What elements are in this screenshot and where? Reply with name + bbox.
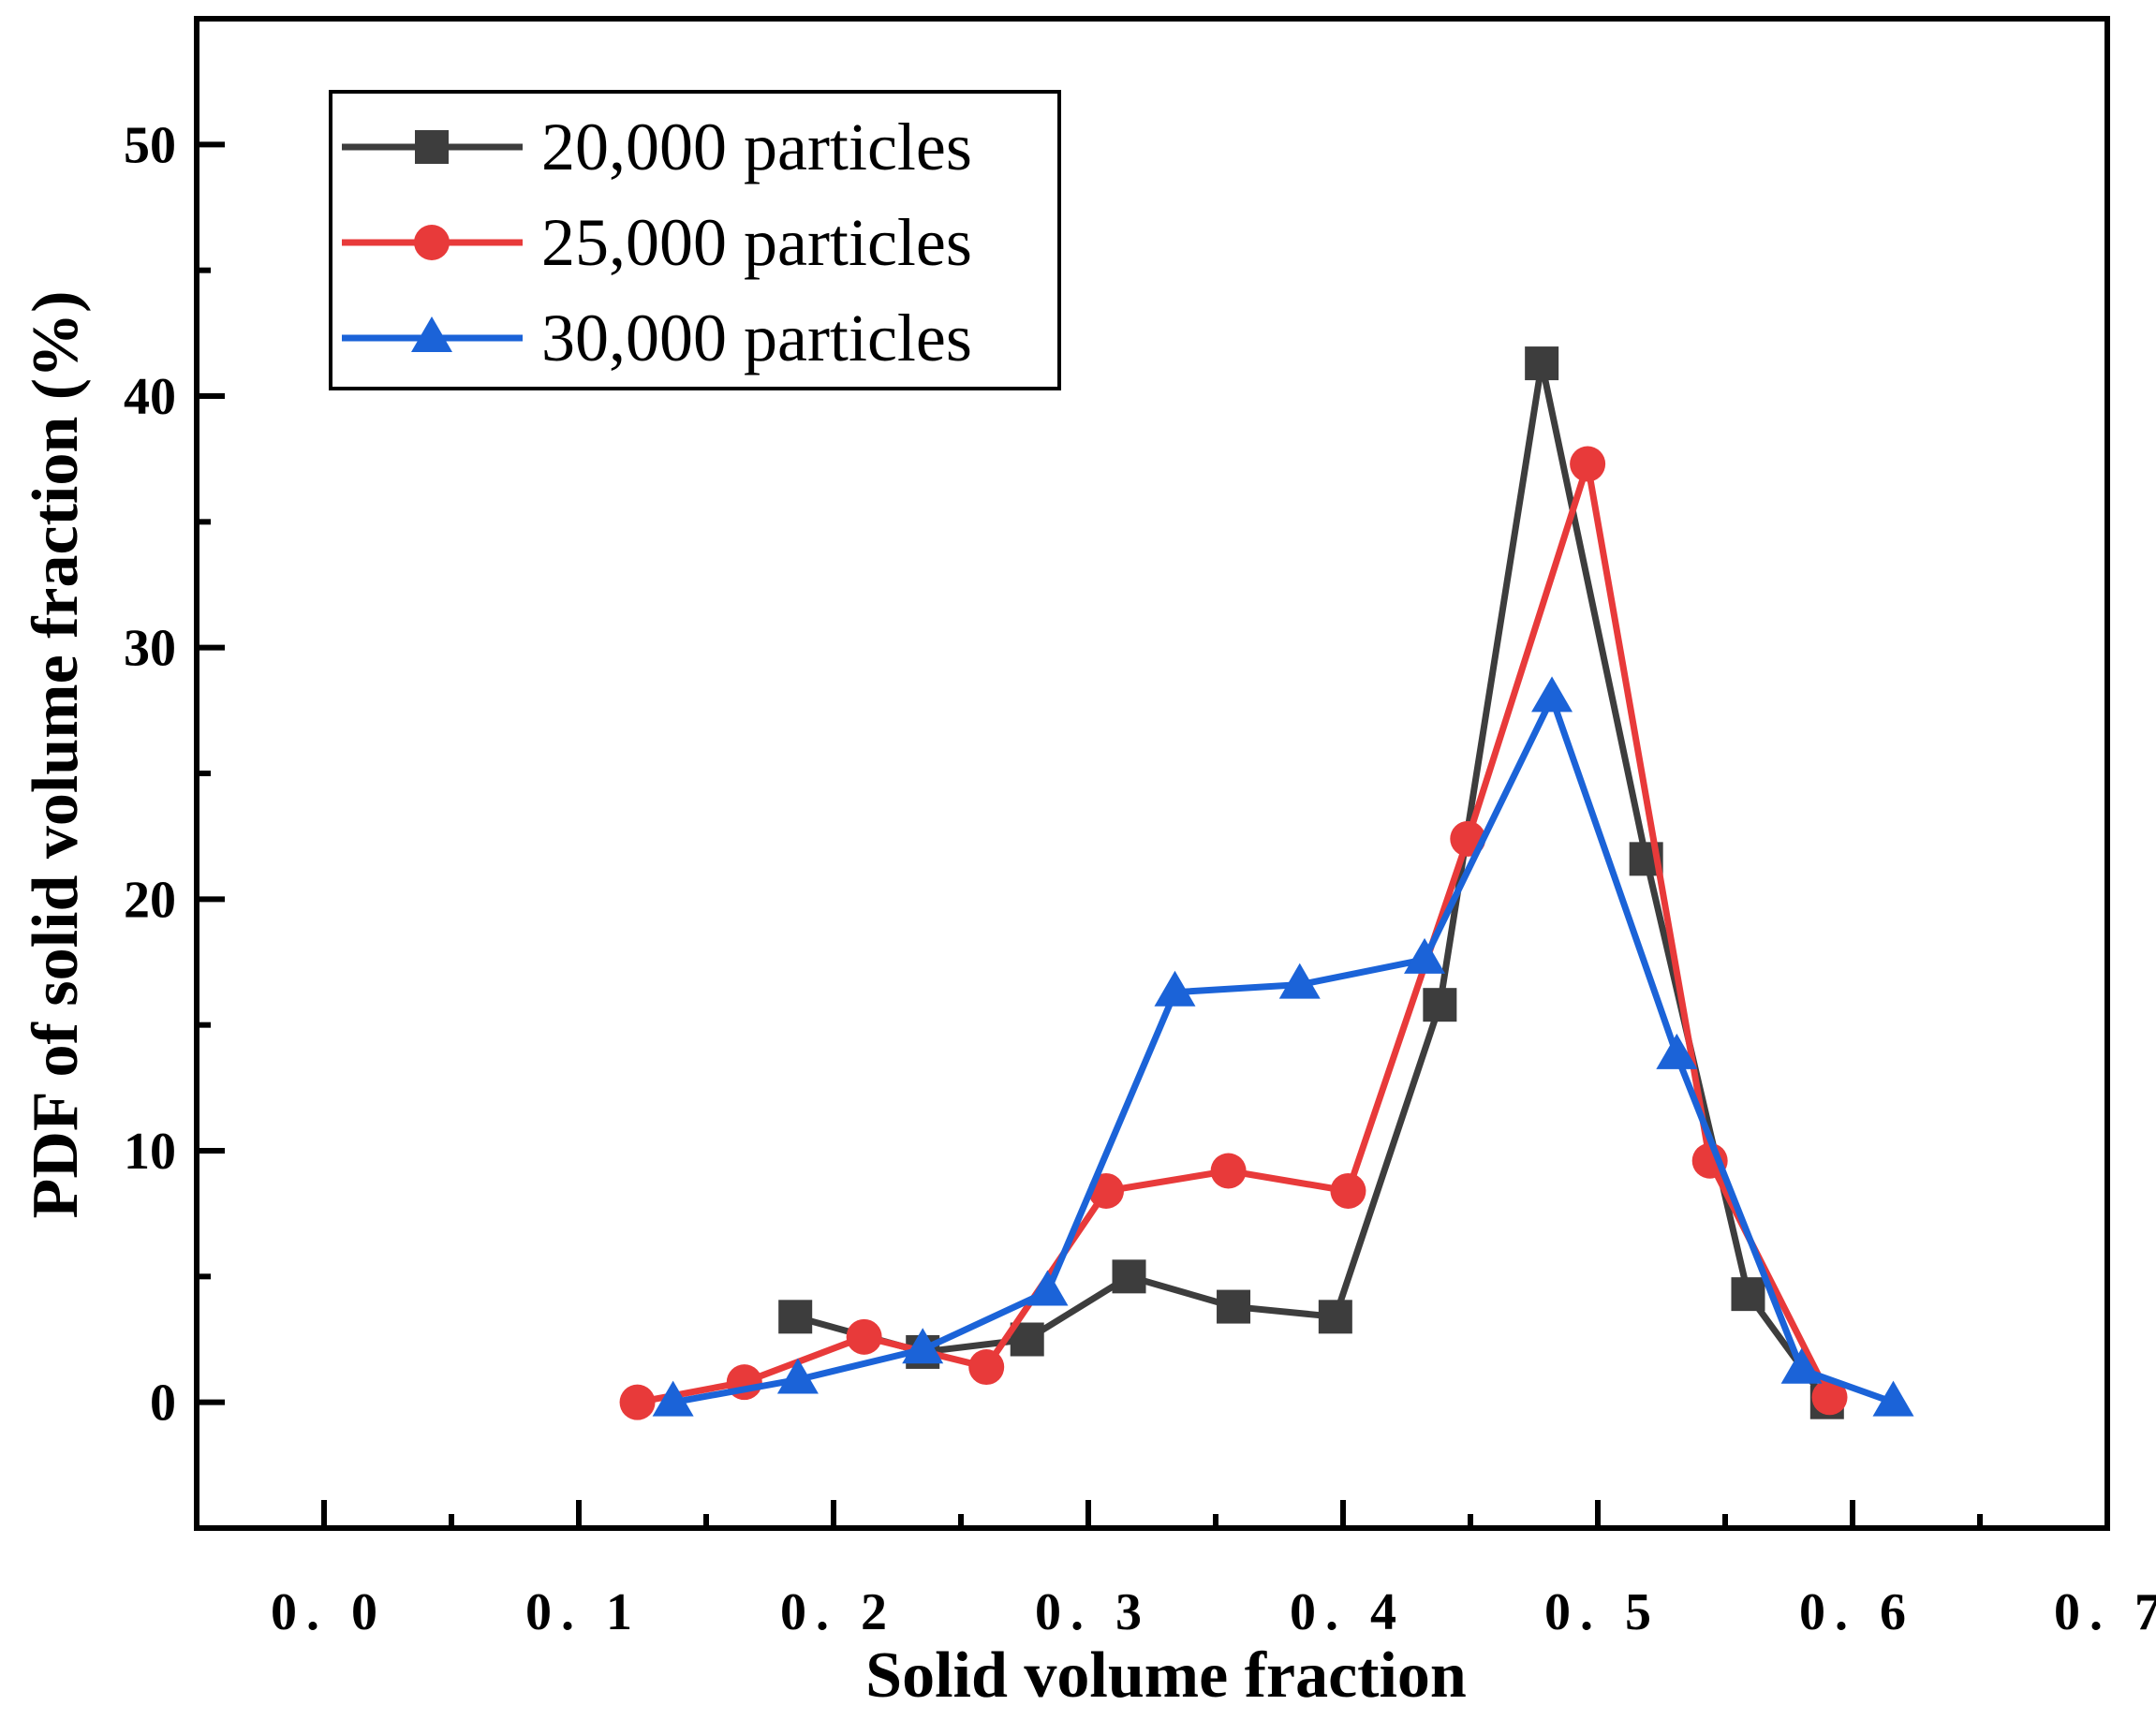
y-axis: 0 10 20 30 40 50 — [124, 116, 225, 1433]
legend: 20,000 particles 25,000 particles 30,000 p… — [329, 90, 1061, 390]
x-tick-label: 0. 6 — [1799, 1583, 1915, 1641]
data-point — [902, 1328, 944, 1364]
y-axis-title: PDF of solid volume fraction (%) — [20, 291, 92, 1219]
data-point — [619, 1384, 656, 1420]
legend-label: 30,000 particles — [541, 301, 972, 375]
data-point — [1318, 1300, 1352, 1334]
data-point — [1780, 1347, 1823, 1384]
legend-marker — [411, 316, 452, 352]
x-tick-label: 0. 1 — [525, 1583, 642, 1641]
data-point — [846, 1318, 882, 1355]
data-point — [1731, 1277, 1765, 1312]
series-3 — [652, 676, 1914, 1417]
data-point — [1656, 1033, 1698, 1069]
x-tick-label: 0. 0 — [271, 1583, 387, 1641]
data-point — [1531, 676, 1573, 713]
data-point — [776, 1358, 819, 1394]
data-point — [968, 1349, 1005, 1386]
y-tick-label: 30 — [124, 620, 176, 678]
y-tick-label: 0 — [150, 1375, 176, 1433]
data-point — [1404, 937, 1446, 974]
data-point — [778, 1300, 813, 1334]
x-tick-label: 0. 2 — [780, 1583, 896, 1641]
data-point — [652, 1380, 694, 1417]
y-tick-label: 20 — [124, 871, 176, 929]
y-tick-label: 10 — [124, 1123, 176, 1181]
data-point — [1423, 988, 1457, 1022]
data-point — [1026, 1270, 1069, 1306]
x-axis: 0. 0 0. 1 0. 2 0. 3 0. 4 0. 5 0. 6 0. 7 — [271, 1500, 2156, 1641]
y-tick-label: 40 — [124, 368, 176, 426]
data-point — [1525, 346, 1559, 381]
series-layer — [619, 346, 1914, 1420]
data-point — [1872, 1380, 1914, 1417]
data-point — [1154, 970, 1196, 1007]
x-tick-label: 0. 4 — [1290, 1583, 1406, 1641]
data-point — [1278, 963, 1321, 999]
x-tick-label: 0. 5 — [1544, 1583, 1661, 1641]
data-point — [1811, 1379, 1848, 1416]
x-tick-label: 0. 3 — [1035, 1583, 1151, 1641]
legend-marker — [415, 130, 449, 164]
legend-label: 25,000 particles — [541, 205, 972, 280]
legend-label: 20,000 particles — [541, 110, 972, 184]
y-tick-label: 50 — [124, 116, 176, 174]
data-point — [1570, 446, 1606, 482]
x-tick-label: 0. 7 — [2054, 1583, 2156, 1641]
legend-marker — [414, 225, 450, 260]
data-point — [1217, 1289, 1251, 1324]
data-point — [1330, 1172, 1366, 1209]
data-point — [1210, 1153, 1247, 1189]
data-point — [1112, 1259, 1146, 1294]
x-axis-title: Solid volume fraction — [865, 1639, 1467, 1712]
